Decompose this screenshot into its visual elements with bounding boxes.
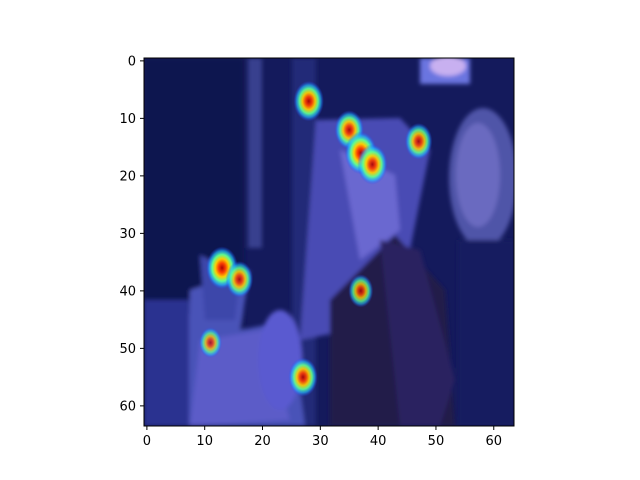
hotspot-layer	[198, 80, 433, 397]
y-tick-label: 10	[119, 112, 136, 127]
x-tick-label: 40	[370, 434, 387, 449]
y-tick-label: 0	[128, 54, 136, 69]
scene-shapes	[144, 58, 514, 426]
x-tick-label: 10	[196, 434, 213, 449]
y-tick-label: 30	[119, 227, 136, 242]
heatmap-hotspot	[404, 122, 433, 160]
heatmap-hotspot	[288, 357, 318, 397]
heatmap-hotspot	[225, 260, 254, 298]
y-tick-label: 40	[119, 284, 136, 299]
heatmap-image	[144, 58, 514, 426]
x-tick-label: 50	[428, 434, 445, 449]
x-tick-label: 0	[143, 434, 151, 449]
heatmap-hotspot	[293, 80, 324, 122]
y-tick-label: 50	[119, 342, 136, 357]
x-tick-label: 30	[312, 434, 329, 449]
heatmap-hotspot	[348, 274, 374, 308]
y-tick-label: 20	[119, 169, 136, 184]
y-axis: 0 10 20 30 40 50 60	[119, 54, 144, 414]
heatmap-hotspot	[357, 144, 388, 185]
x-axis: 0 10 20 30 40 50 60	[143, 426, 502, 449]
x-tick-label: 20	[254, 434, 271, 449]
y-tick-label: 60	[119, 399, 136, 414]
plot-frame	[143, 57, 515, 427]
x-tick-label: 60	[485, 434, 502, 449]
heatmap-hotspot	[198, 327, 223, 359]
